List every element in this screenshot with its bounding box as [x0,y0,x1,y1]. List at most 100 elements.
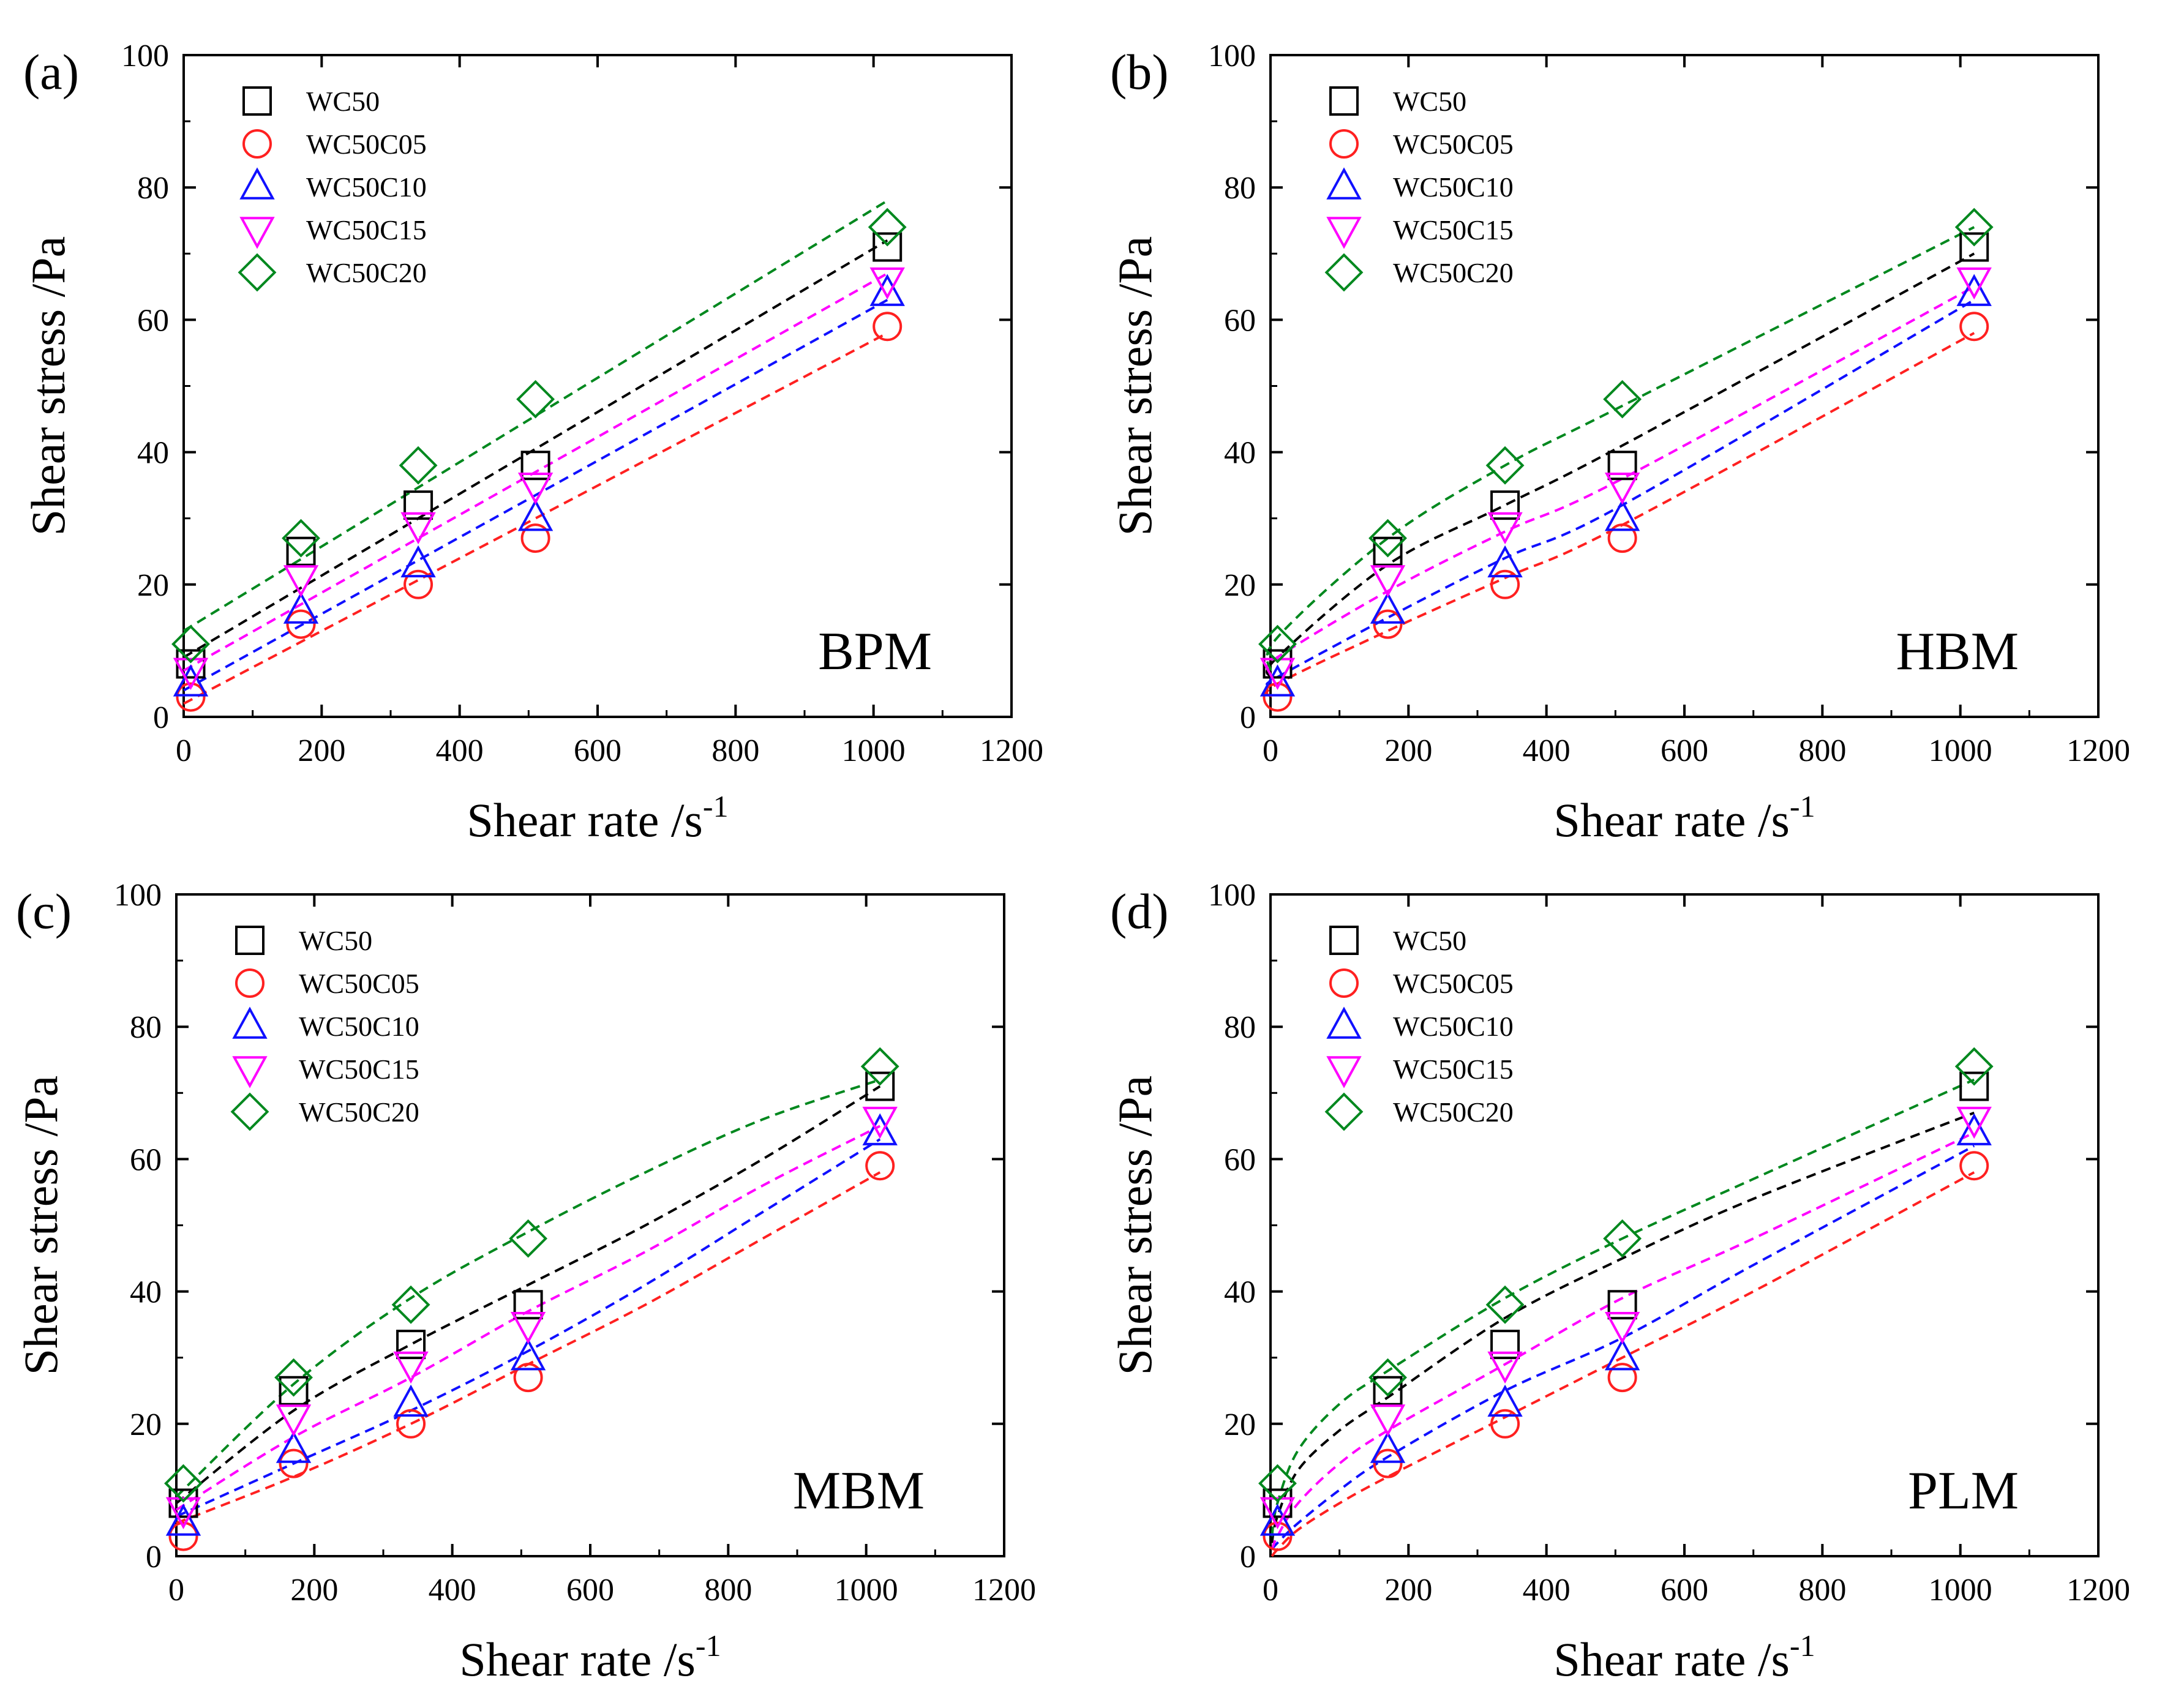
fit-line-WC50C05 [1271,1171,1975,1557]
data-point-WC50C20 [1485,446,1525,485]
fit-line-WC50 [1271,1111,1975,1543]
data-point-WC50C05 [1607,523,1637,553]
fit-line-WC50C05 [1266,332,1975,699]
fit-line-WC50 [175,1085,881,1505]
y-tick-label: 100 [121,39,169,73]
fit-line-WC50C10 [1271,1145,1975,1551]
data-point-WC50C10 [1956,274,1992,306]
legend-marker-WC50C15 [1326,1056,1362,1088]
y-tick-label: 40 [1224,1275,1256,1310]
legend-label: WC50C05 [1393,129,1514,160]
data-point-WC50C15 [1487,1351,1523,1384]
fit-line-WC50C20 [175,1078,880,1498]
fit-line-WC50C15 [175,1125,881,1511]
legend-marker-WC50C15 [239,217,275,249]
data-point-WC50C05 [403,569,434,599]
data-point-WC50 [1959,1071,1989,1101]
legend-label: WC50C05 [299,968,419,999]
y-tick-label: 80 [130,1010,162,1045]
legend-label: WC50C20 [306,257,427,288]
x-axis-title-superscript: -1 [696,1628,721,1663]
x-tick-label: 400 [436,733,484,768]
data-point-WC50C05 [520,523,550,553]
data-point-WC50C10 [1487,545,1523,578]
legend-marker-WC50C20 [238,253,277,292]
method-label: HBM [1896,622,2019,681]
data-point-WC50 [1373,536,1403,566]
panel-tag: (a) [23,44,79,100]
legend-marker-WC50C20 [1324,1092,1364,1131]
data-point-WC50C15 [283,565,319,597]
data-point-WC50C20 [282,519,320,558]
y-tick-label: 20 [1224,1407,1256,1442]
legend-marker-WC50C10 [1326,167,1362,200]
x-tick-label: 1200 [2066,1573,2130,1608]
y-tick-label: 80 [137,171,169,206]
data-point-WC50C15 [1259,657,1296,690]
x-tick-label: 0 [176,733,192,768]
data-point-WC50C05 [1373,609,1403,639]
x-axis-title-superscript: -1 [1790,1628,1815,1663]
y-tick-label: 20 [1224,568,1256,603]
y-tick-label: 60 [1224,303,1256,338]
fit-line-WC50C15 [1271,1131,1975,1550]
legend-marker-WC50C10 [1326,1006,1362,1039]
fit-line-WC50C10 [176,1138,881,1518]
legend-label: WC50C20 [1393,257,1514,288]
legend-label: WC50C20 [1393,1096,1514,1128]
data-point-WC50C15 [400,512,436,545]
legend-marker-WC50 [1329,86,1359,116]
fit-line-WC50C15 [183,272,888,672]
legend-label: WC50C10 [1393,171,1514,203]
data-point-WC50C10 [862,1113,898,1145]
data-point-WC50C20 [1603,1219,1642,1258]
data-point-WC50 [865,1071,895,1101]
y-tick-label: 100 [114,878,162,913]
panel-tag: (b) [1110,44,1169,100]
data-point-WC50C05 [1490,1409,1520,1439]
x-axis-title-superscript: -1 [1790,789,1815,823]
legend-label: WC50C15 [299,1054,419,1085]
data-point-WC50C10 [1370,1431,1406,1463]
data-point-WC50C20 [1258,624,1297,664]
x-tick-label: 800 [1798,1573,1846,1608]
data-point-WC50 [279,1376,309,1406]
y-tick-label: 0 [153,700,169,735]
data-point-WC50C20 [516,380,555,419]
data-point-WC50C10 [173,664,209,697]
y-tick-label: 40 [1224,436,1256,471]
data-point-WC50C20 [509,1219,548,1258]
y-tick-label: 80 [1224,171,1256,206]
legend-label: WC50C15 [1393,214,1514,245]
data-point-WC50C05 [873,312,903,342]
chart-panel-4: 0 200 400 600 800 1000 1200 0 20 40 60 80 100 Shear r… [1108,878,2130,1686]
data-point-WC50C20 [391,1285,430,1324]
legend-marker-WC50 [1329,926,1359,955]
data-point-WC50C20 [171,624,210,664]
method-label: PLM [1908,1461,2019,1521]
data-point-WC50C10 [165,1504,201,1536]
y-tick-label: 60 [1224,1142,1256,1177]
x-tick-label: 200 [1384,1573,1432,1608]
chart-panel-1: 0 200 400 600 800 1000 1200 0 20 40 60 80 100 Shear r… [21,39,1043,847]
legend-marker-WC50C10 [239,167,275,200]
data-point-WC50C10 [1956,1113,1992,1145]
data-point-WC50C10 [1604,499,1640,531]
x-axis-title: Shear rate /s-1 [1553,1628,1815,1686]
x-tick-label: 600 [1661,733,1708,768]
fit-line-WC50 [1266,252,1975,678]
data-point-WC50C15 [393,1351,429,1384]
data-point-WC50C10 [1487,1384,1523,1417]
x-tick-label: 600 [566,1573,614,1608]
y-axis-title: Shear stress /Pa [1108,1076,1162,1376]
x-tick-label: 1200 [2066,733,2130,768]
x-tick-label: 200 [1384,733,1432,768]
data-point-WC50C15 [1487,512,1523,545]
legend-label: WC50C10 [306,171,427,203]
legend-label: WC50C10 [1393,1011,1514,1042]
fit-line-WC50C05 [183,332,888,705]
legend-marker-WC50C05 [235,968,265,998]
data-point-WC50 [1263,649,1293,679]
data-point-WC50C20 [1603,380,1642,419]
y-tick-label: 20 [137,568,169,603]
